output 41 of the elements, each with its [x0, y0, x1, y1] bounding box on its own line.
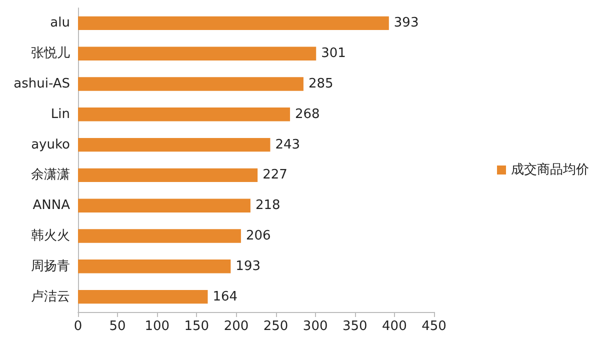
- y-tick-label: Lin: [50, 106, 70, 122]
- bar: [78, 168, 258, 182]
- bar: [78, 290, 208, 304]
- x-tick-label: 400: [382, 319, 407, 334]
- y-tick-label: ashui-AS: [14, 76, 70, 92]
- bar: [78, 16, 389, 30]
- x-tick-label: 350: [342, 319, 368, 334]
- bar: [78, 198, 250, 212]
- bar: [78, 260, 231, 274]
- y-tick-label: 余潇潇: [31, 168, 70, 183]
- bar: [78, 46, 316, 60]
- data-label: 393: [394, 16, 419, 31]
- x-tick-label: 50: [109, 319, 126, 334]
- y-tick-label: 张悦儿: [31, 46, 70, 62]
- data-label: 268: [295, 106, 320, 122]
- data-label: 227: [262, 168, 288, 183]
- x-tick-label: 300: [302, 319, 328, 334]
- bar: [78, 108, 290, 122]
- bar: [78, 77, 304, 91]
- data-label: 301: [321, 46, 346, 62]
- y-tick-label: ayuko: [31, 137, 70, 152]
- data-label: 218: [255, 198, 280, 214]
- data-label: 193: [236, 258, 261, 274]
- data-label: 285: [308, 76, 334, 92]
- y-tick-label: 卢洁云: [31, 289, 70, 304]
- legend-label: 成交商品均价: [511, 162, 589, 178]
- x-tick-label: 0: [74, 319, 82, 334]
- bar: [78, 229, 241, 243]
- x-tick-label: 250: [263, 319, 288, 334]
- y-tick-label: 韩火火: [31, 228, 70, 244]
- data-label: 164: [212, 289, 238, 304]
- y-tick-label: 周扬青: [31, 258, 70, 274]
- x-tick-label: 100: [144, 319, 170, 334]
- x-tick-label: 150: [184, 319, 210, 334]
- data-label: 243: [275, 137, 300, 152]
- bar: [78, 138, 270, 152]
- y-tick-label: ANNA: [32, 198, 70, 214]
- data-label: 206: [246, 228, 271, 244]
- y-tick-label: alu: [50, 16, 70, 31]
- x-tick-label: 450: [422, 319, 446, 334]
- x-tick-label: 200: [224, 319, 249, 334]
